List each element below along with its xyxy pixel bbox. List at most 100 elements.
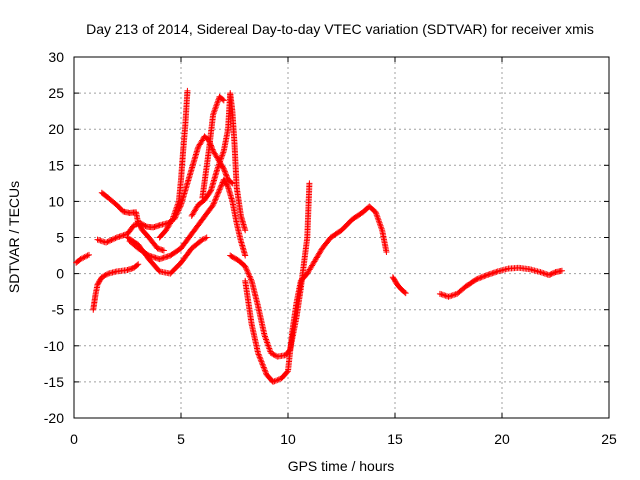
data-point xyxy=(548,270,555,277)
data-point xyxy=(144,251,151,258)
data-point xyxy=(256,354,263,361)
data-point xyxy=(221,168,228,175)
chart-title: Day 213 of 2014, Sidereal Day-to-day VTE… xyxy=(86,21,594,37)
data-point xyxy=(216,186,223,193)
data-point xyxy=(481,273,488,280)
data-point xyxy=(142,222,149,229)
data-point xyxy=(211,199,218,206)
data-point xyxy=(260,363,267,370)
data-point xyxy=(270,378,277,385)
data-point xyxy=(242,264,249,271)
data-point xyxy=(139,221,146,228)
data-point xyxy=(473,276,480,283)
data-point xyxy=(478,274,485,281)
y-tick-label: -20 xyxy=(44,410,64,426)
data-point xyxy=(402,290,409,297)
data-point xyxy=(83,253,90,260)
data-point xyxy=(77,256,84,263)
data-point xyxy=(138,220,145,227)
data-point xyxy=(217,185,224,192)
data-point xyxy=(247,276,254,283)
series-arc-1 xyxy=(73,251,92,266)
data-point xyxy=(111,235,118,242)
data-point xyxy=(246,273,253,280)
data-point xyxy=(209,203,216,210)
x-tick-label: 15 xyxy=(387,431,403,447)
data-point xyxy=(255,350,262,357)
data-point xyxy=(255,351,262,358)
y-tick-label: 15 xyxy=(48,157,64,173)
data-point xyxy=(270,351,277,358)
x-tick-label: 25 xyxy=(601,431,617,447)
data-point xyxy=(477,274,484,281)
data-point xyxy=(306,180,313,187)
series-arc-10 xyxy=(227,180,313,360)
data-point xyxy=(547,271,554,278)
data-point xyxy=(284,369,291,376)
x-tick-label: 5 xyxy=(177,431,185,447)
data-point xyxy=(551,269,558,276)
data-point xyxy=(219,180,226,187)
data-point xyxy=(141,222,148,229)
data-point xyxy=(100,273,107,280)
data-point xyxy=(247,274,254,281)
data-point xyxy=(258,358,265,365)
data-point xyxy=(242,227,249,234)
y-tick-label: -10 xyxy=(44,338,64,354)
data-point xyxy=(383,248,390,255)
y-tick-label: 10 xyxy=(48,193,64,209)
grid xyxy=(74,57,609,418)
data-point xyxy=(78,255,85,262)
data-point xyxy=(103,271,110,278)
series-arc-12 xyxy=(389,274,409,297)
x-tick-label: 10 xyxy=(280,431,296,447)
data-point xyxy=(85,251,92,258)
y-tick-label: 20 xyxy=(48,121,64,137)
data-point xyxy=(207,188,214,195)
series-arc-9 xyxy=(199,93,227,201)
data-point xyxy=(98,274,105,281)
y-axis-title: SDTVAR / TECUs xyxy=(6,181,22,293)
x-axis-title: GPS time / hours xyxy=(288,458,395,474)
data-point xyxy=(168,217,175,224)
data-point xyxy=(220,97,227,104)
data-point xyxy=(224,182,231,189)
y-tick-label: -15 xyxy=(44,374,64,390)
data-point xyxy=(218,182,225,189)
data-point xyxy=(112,235,119,242)
data-point xyxy=(271,352,278,359)
data-point xyxy=(219,96,226,103)
data-point xyxy=(214,192,221,199)
data-point xyxy=(103,239,110,246)
data-point xyxy=(480,273,487,280)
data-point xyxy=(257,357,264,364)
data-point xyxy=(160,247,167,254)
data-point xyxy=(137,220,144,227)
y-tick-label: 0 xyxy=(56,266,64,282)
data-point xyxy=(211,197,218,204)
data-point xyxy=(81,253,88,260)
data-point xyxy=(243,266,250,273)
data-point xyxy=(135,261,142,268)
data-point xyxy=(223,172,230,179)
data-point xyxy=(549,270,556,277)
data-point xyxy=(199,236,206,243)
data-point xyxy=(261,365,268,372)
data-point xyxy=(242,252,249,259)
data-point xyxy=(224,174,231,181)
data-point xyxy=(244,269,251,276)
data-point xyxy=(222,171,229,178)
data-point xyxy=(200,235,207,242)
data-point xyxy=(184,87,191,94)
data-point xyxy=(260,364,267,371)
data-point xyxy=(256,352,263,359)
data-point xyxy=(210,202,217,209)
data-point xyxy=(213,193,220,200)
series-arc-11 xyxy=(242,203,390,385)
axis-ticks xyxy=(73,56,610,419)
data-point xyxy=(558,267,565,274)
data-point xyxy=(107,237,114,244)
data-point xyxy=(212,196,219,203)
data-point xyxy=(474,275,481,282)
data-point xyxy=(271,378,278,385)
